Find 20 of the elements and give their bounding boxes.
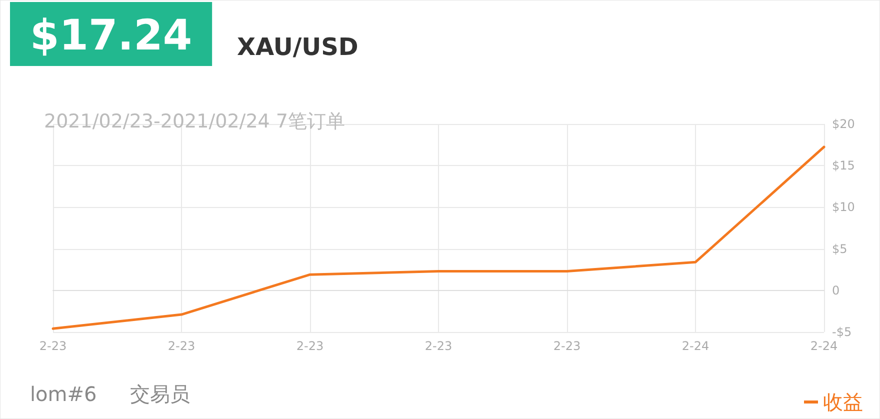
text: 交易员 (130, 382, 190, 406)
x-tick-label: 2-23 (296, 339, 324, 353)
y-tick-label: -$5 (832, 325, 852, 339)
x-tick-label: 2-23 (168, 339, 196, 353)
line-series (52, 146, 826, 330)
x-tick-label: 2-24 (682, 339, 710, 353)
legend-label: 收益 (823, 390, 863, 414)
y-tick-label: 0 (832, 283, 840, 298)
chart-subtitle: XAU/USD (237, 33, 358, 61)
chart-title: $17.24 (30, 10, 192, 60)
y-tick-label: $5 (832, 242, 848, 256)
x-tick-label: 2-23 (39, 339, 67, 353)
text: lom#6 (30, 382, 97, 406)
y-tick-label: $20 (832, 117, 855, 131)
y-tick-label: $15 (832, 158, 855, 173)
y-tick-label: $10 (832, 200, 855, 214)
x-tick-label: 2-23 (553, 339, 581, 353)
x-tick-label: 2-24 (810, 339, 838, 353)
annotation: 2021/02/23-2021/02/24 7笔订单 (44, 110, 346, 132)
x-tick-label: 2-23 (424, 339, 452, 353)
